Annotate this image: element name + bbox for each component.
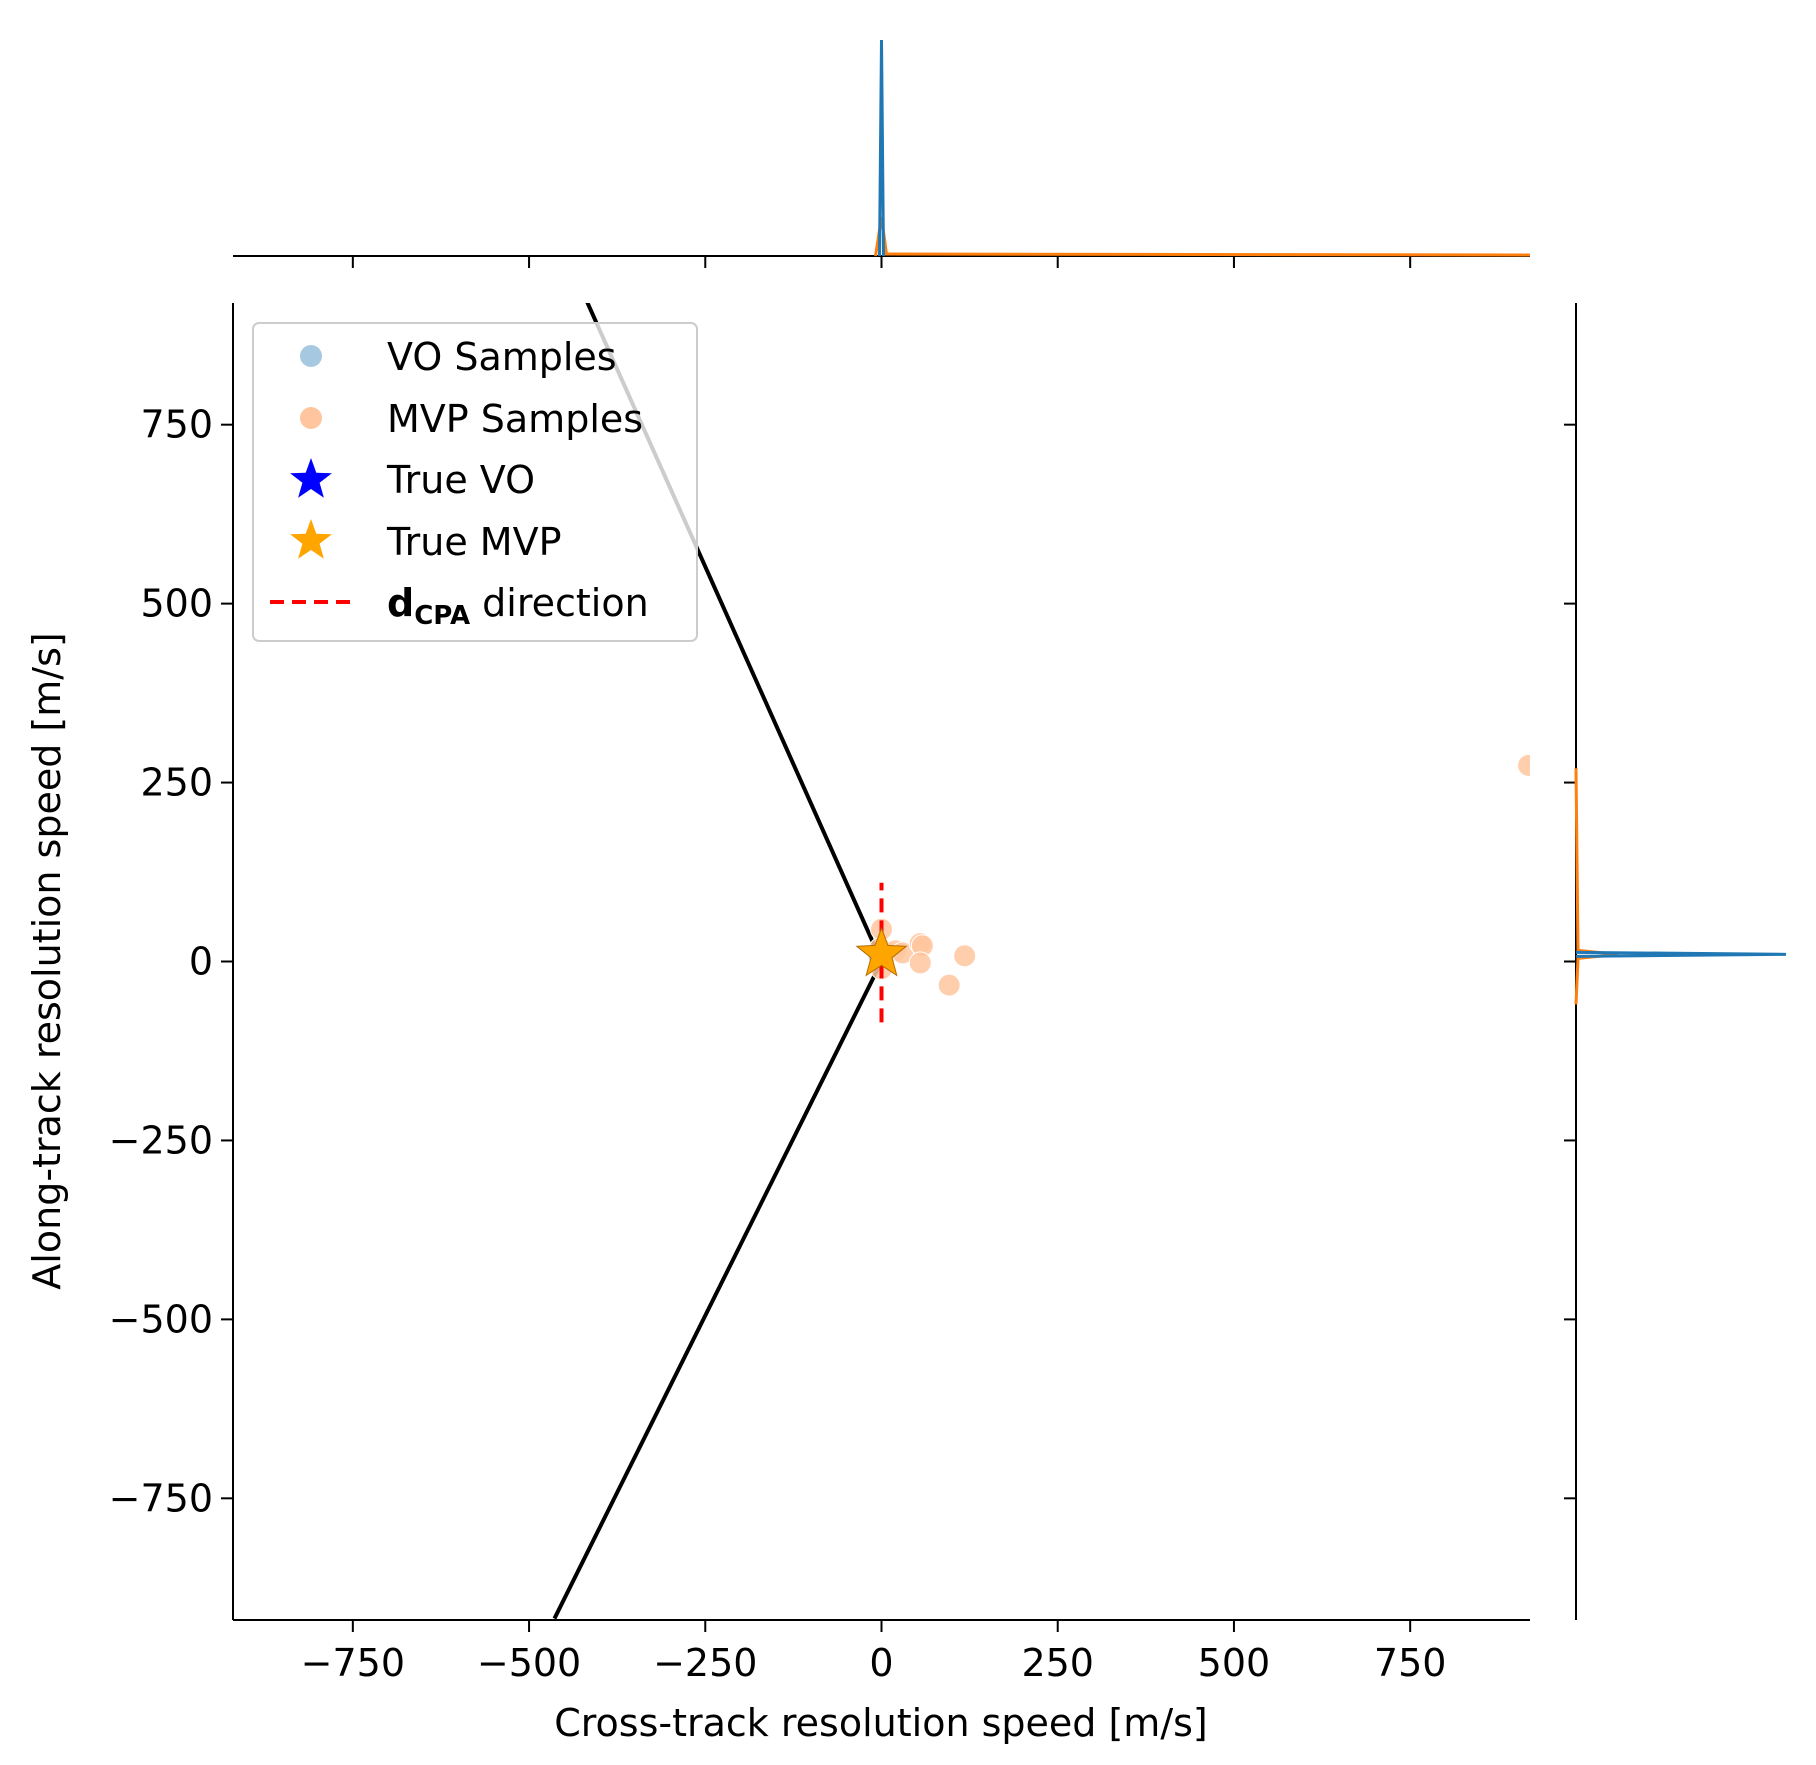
y-ticks: −750 −500 −250 0 250 500 750 bbox=[109, 403, 233, 1520]
legend-label-vo-samples: VO Samples bbox=[387, 335, 617, 379]
y-tick-label: 750 bbox=[140, 403, 213, 447]
y-axis-label: Along-track resolution speed [m/s] bbox=[25, 632, 69, 1289]
legend-marker-true-vo bbox=[290, 458, 332, 498]
x-tick-label: −750 bbox=[301, 1641, 405, 1685]
legend-marker-mvp-samples bbox=[300, 407, 322, 429]
vo-boundary-line-1 bbox=[552, 960, 884, 1620]
mvp-sample-point bbox=[953, 944, 977, 968]
top-marginal-ticks bbox=[351, 256, 1412, 268]
x-ticks: −750 −500 −250 0 250 500 750 bbox=[301, 1620, 1447, 1685]
x-tick-label: 750 bbox=[1374, 1641, 1447, 1685]
x-tick-label: 500 bbox=[1198, 1641, 1271, 1685]
y-tick-label: 250 bbox=[140, 761, 213, 805]
right-marginal-vo-curve bbox=[1575, 950, 1787, 958]
top-marginal-curves bbox=[874, 39, 1531, 257]
legend-label-dcpa-sub: CPA bbox=[414, 601, 470, 631]
main-plot-area bbox=[552, 303, 1530, 1620]
y-tick-label: −500 bbox=[109, 1297, 213, 1341]
legend-frame bbox=[252, 322, 698, 642]
legend-label-dcpa-rest: direction bbox=[470, 581, 649, 625]
x-tick-label: 250 bbox=[1021, 1641, 1094, 1685]
legend-label-true-vo: True VO bbox=[386, 458, 535, 502]
mvp-sample-point bbox=[908, 951, 932, 975]
legend-marker-vo-samples bbox=[300, 345, 322, 367]
y-tick-label: 500 bbox=[140, 582, 213, 626]
right-marginal-mvp-curve bbox=[1574, 768, 1619, 1005]
right-marginal-curves bbox=[1574, 768, 1787, 1005]
top-marginal-vo-curve bbox=[878, 39, 885, 257]
legend-label-dcpa-main: d bbox=[387, 581, 414, 625]
y-tick-label: −250 bbox=[109, 1118, 213, 1162]
legend-label-mvp-samples: MVP Samples bbox=[387, 397, 643, 441]
right-marginal-ticks bbox=[1564, 423, 1576, 1500]
mvp-sample-point bbox=[937, 973, 961, 997]
right-marginal-axes bbox=[1564, 303, 1787, 1620]
legend-label-true-mvp: True MVP bbox=[386, 520, 562, 564]
x-tick-label: 0 bbox=[869, 1641, 893, 1685]
x-axis-label: Cross-track resolution speed [m/s] bbox=[554, 1701, 1208, 1745]
legend-label-dcpa: dCPA direction bbox=[387, 581, 649, 631]
true-mvp-star bbox=[855, 926, 908, 977]
legend: VO Samples MVP Samples True VO True MVP … bbox=[252, 322, 698, 642]
y-tick-label: −750 bbox=[109, 1476, 213, 1520]
x-tick-label: −250 bbox=[653, 1641, 757, 1685]
top-marginal-mvp-curve bbox=[874, 216, 1531, 257]
x-tick-label: −500 bbox=[477, 1641, 581, 1685]
mvp-sample-point bbox=[1517, 753, 1530, 777]
legend-marker-true-mvp bbox=[290, 519, 332, 559]
top-marginal-axes bbox=[233, 39, 1531, 268]
y-tick-label: 0 bbox=[189, 940, 213, 984]
main-axes: −750 −500 −250 0 250 500 750 −750 −500 −250 0 250 5… bbox=[25, 303, 1530, 1745]
